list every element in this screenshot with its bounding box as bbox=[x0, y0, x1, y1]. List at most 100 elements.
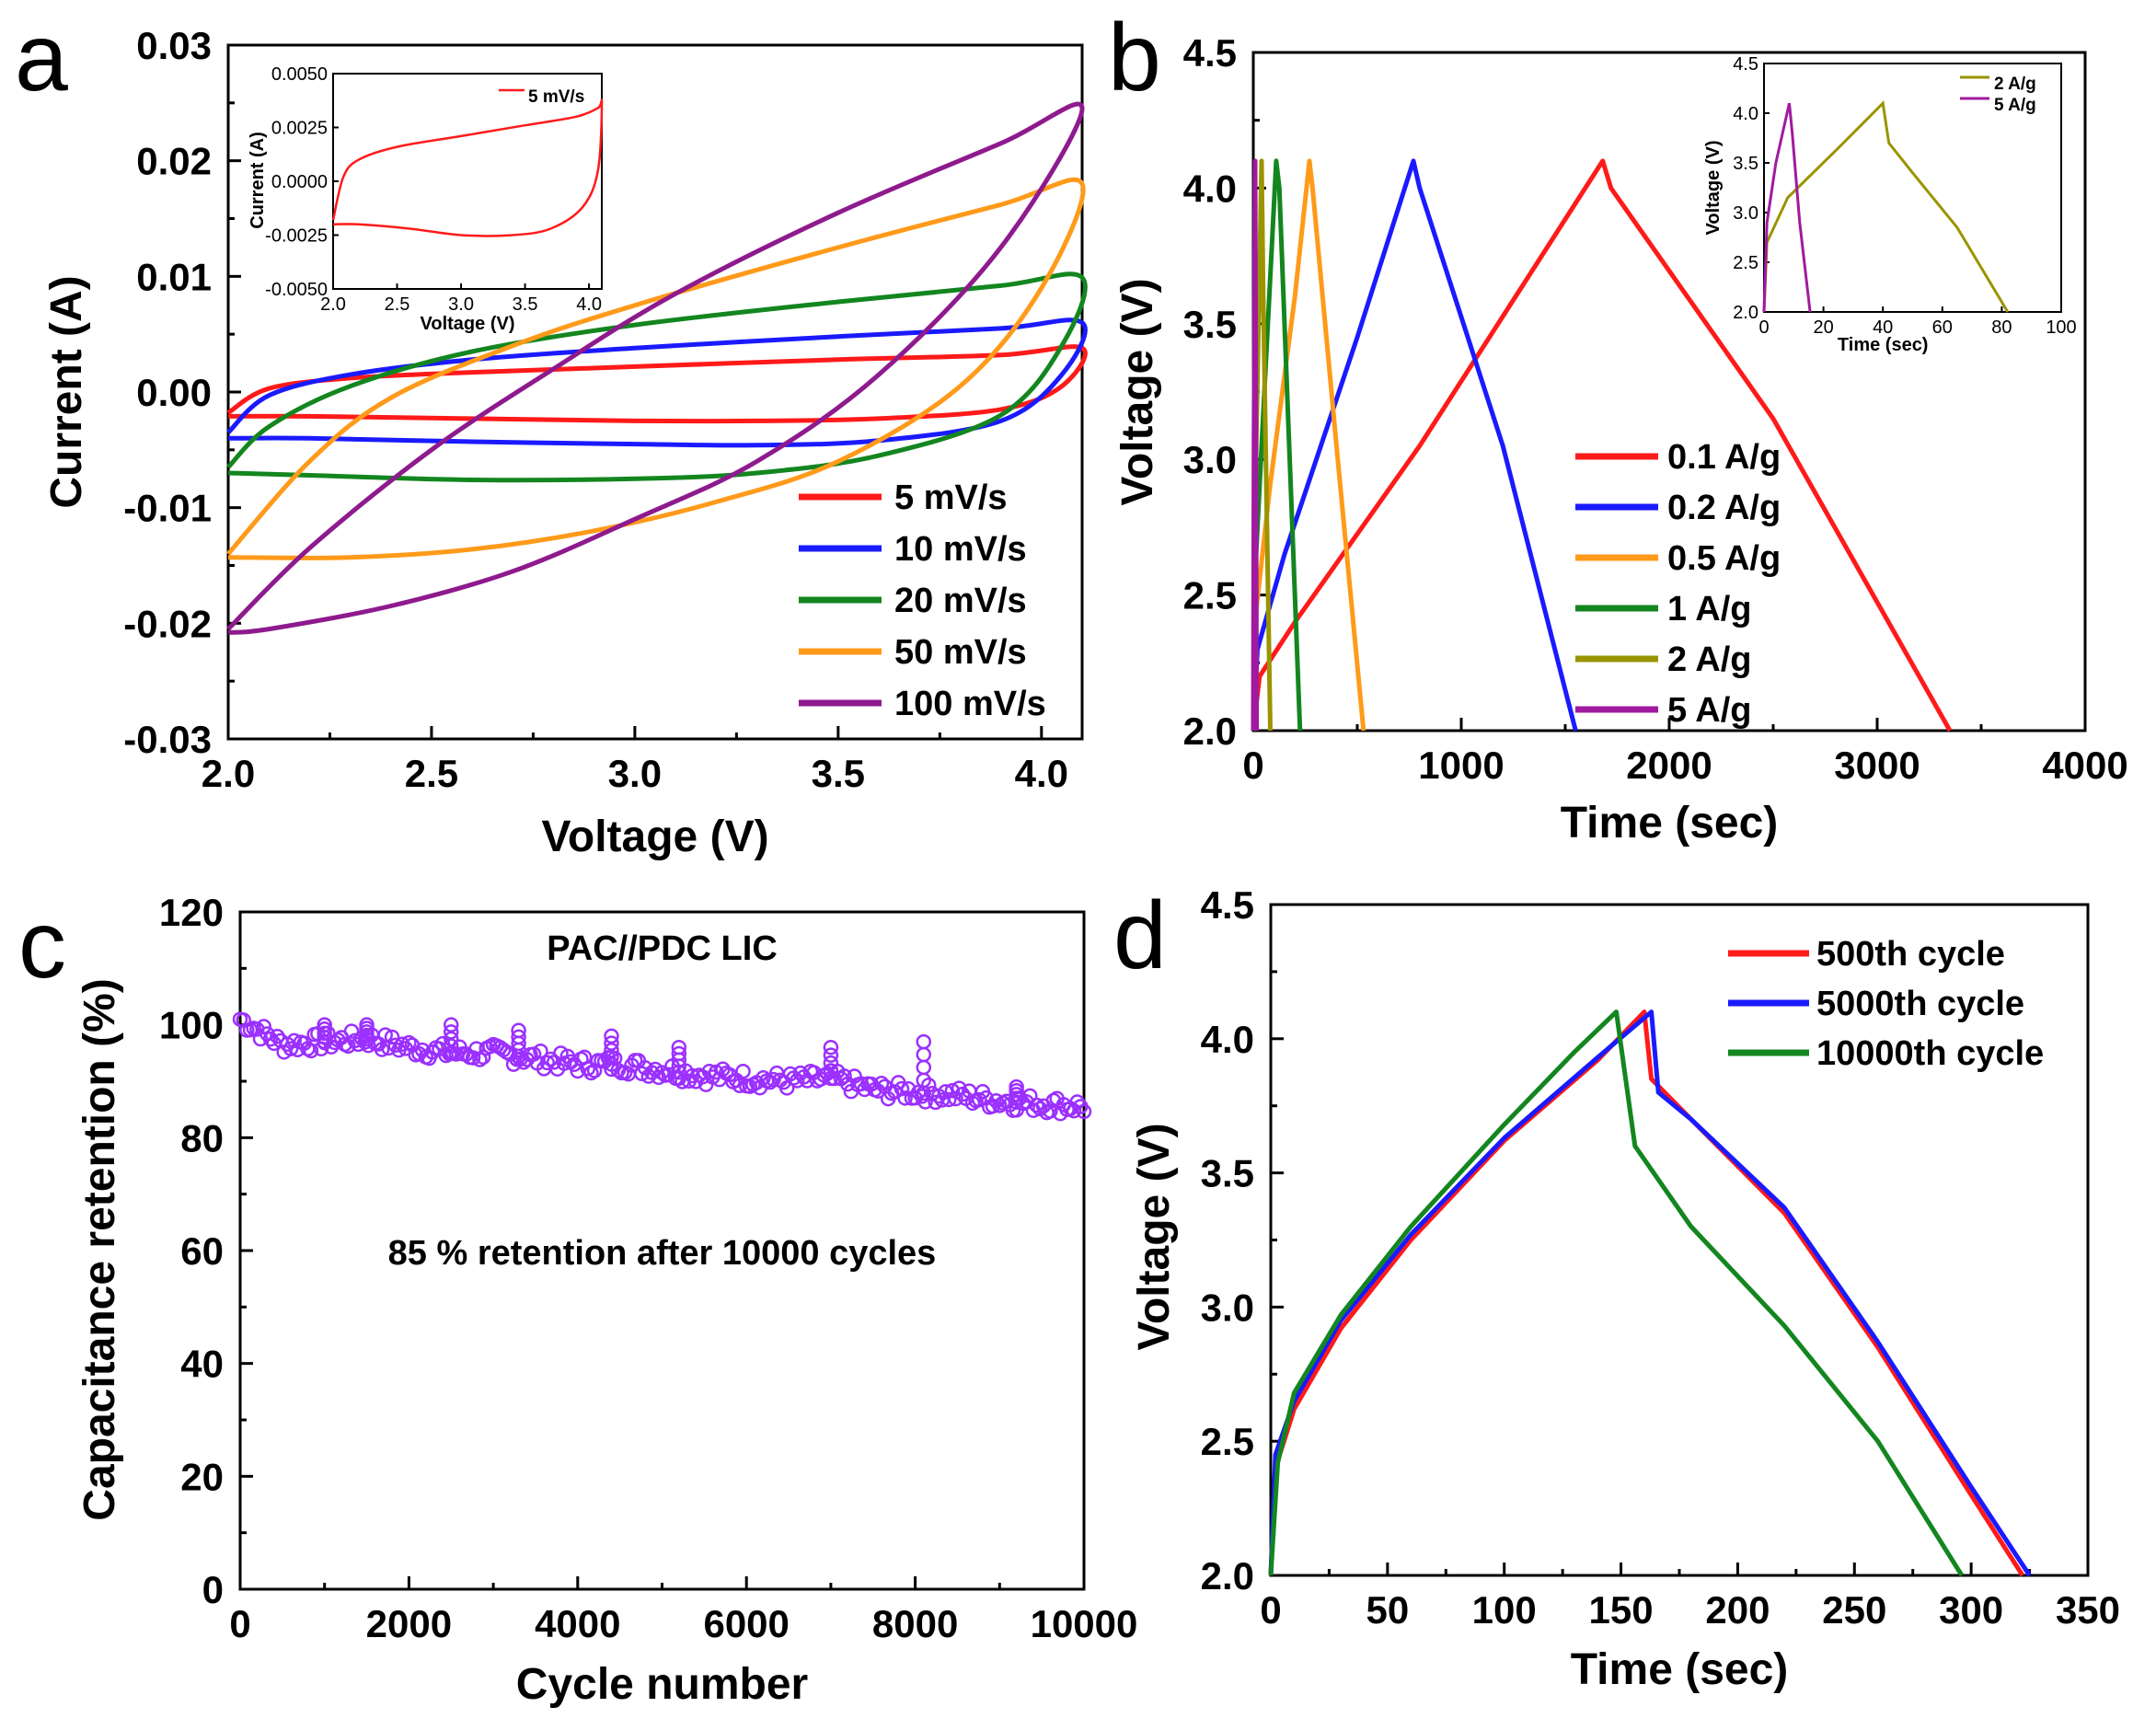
retention-spike-point bbox=[444, 1038, 459, 1054]
retention-point bbox=[944, 1083, 961, 1099]
cycle-curve-10000thcycle bbox=[1268, 1009, 1965, 1577]
x-tick-label: 100 bbox=[2046, 317, 2076, 338]
gcd-curve-01Ag bbox=[1251, 158, 1953, 732]
retention-spike-point bbox=[823, 1063, 839, 1078]
y-tick-label: 4.5 bbox=[1733, 54, 1758, 75]
retention-spike-point bbox=[823, 1055, 839, 1071]
panel-d-axes: 0 50 100 150 200 250 300 350 4.5 4.0 3.5 3.0 2.5 2.0 bbox=[1201, 883, 2120, 1632]
gcd-curve-5Ag bbox=[1251, 158, 1260, 732]
legend-label: 500th cycle bbox=[1816, 935, 2005, 974]
retention-spike-point bbox=[671, 1039, 687, 1055]
legend-label: 20 mV/s bbox=[894, 582, 1027, 620]
retention-point bbox=[873, 1076, 890, 1091]
panel-a-inset-bg bbox=[333, 74, 602, 289]
x-tick-label: 4000 bbox=[535, 1602, 620, 1645]
retention-spike-point bbox=[604, 1056, 619, 1072]
y-tick-label: 4.5 bbox=[1201, 883, 1254, 927]
retention-point bbox=[394, 1036, 410, 1052]
retention-point bbox=[894, 1080, 910, 1097]
x-tick-label: 1000 bbox=[1418, 744, 1504, 787]
panel-d-xlabel: Time (sec) bbox=[1571, 1645, 1789, 1694]
panel-label-a: a bbox=[15, 5, 68, 111]
y-tick-label: 80 bbox=[180, 1116, 224, 1159]
retention-spike-point bbox=[1009, 1078, 1024, 1095]
retention-point bbox=[921, 1077, 937, 1093]
y-tick-label: 2.5 bbox=[1183, 574, 1237, 617]
retention-point bbox=[533, 1043, 548, 1059]
retention-point bbox=[384, 1029, 400, 1045]
x-tick-label: 80 bbox=[1991, 317, 2012, 338]
retention-spike-point bbox=[604, 1049, 619, 1066]
cv-curve-20mVs bbox=[226, 271, 1088, 483]
retention-point bbox=[256, 1019, 271, 1034]
panel-label-c: c bbox=[18, 892, 66, 998]
y-tick-label: 2.0 bbox=[1733, 303, 1758, 323]
panel-b-xlabel: Time (sec) bbox=[1561, 799, 1779, 848]
retention-spike-point bbox=[511, 1022, 526, 1039]
x-tick-label: 4.0 bbox=[576, 294, 602, 315]
y-tick-label: 3.5 bbox=[1183, 303, 1237, 346]
legend-label: 5 A/g bbox=[1667, 691, 1752, 730]
legend-label: 0.2 A/g bbox=[1667, 489, 1781, 527]
retention-spike-point bbox=[604, 1043, 619, 1058]
x-tick-label: 250 bbox=[1822, 1588, 1886, 1632]
retention-spike-point bbox=[916, 1059, 932, 1076]
y-tick-label: 0.00 bbox=[136, 371, 212, 414]
y-tick-label: 100 bbox=[159, 1004, 224, 1047]
panel-d-series bbox=[1268, 1009, 2032, 1577]
y-tick-label: 2.5 bbox=[1201, 1420, 1254, 1463]
x-tick-label: 6000 bbox=[703, 1602, 789, 1645]
cycle-curve-5000thcycle bbox=[1268, 1009, 2032, 1577]
y-tick-label: 0 bbox=[202, 1568, 224, 1611]
cv-curve-5mVs bbox=[226, 344, 1088, 424]
y-tick-label: 3.0 bbox=[1733, 203, 1758, 224]
x-tick-label: 20 bbox=[1813, 317, 1833, 338]
retention-point bbox=[262, 1031, 279, 1047]
retention-point bbox=[465, 1050, 481, 1066]
panel-b-ylabel: Voltage (V) bbox=[1113, 278, 1162, 505]
panel-b-inset-xlabel: Time (sec) bbox=[1838, 335, 1929, 355]
retention-spike-point bbox=[916, 1046, 932, 1063]
panel-c-ylabel: Capacitance retention (%) bbox=[75, 978, 124, 1520]
x-tick-label: 3.5 bbox=[513, 294, 538, 315]
retention-point bbox=[941, 1091, 957, 1108]
retention-spike-point bbox=[444, 1045, 459, 1061]
y-tick-label: 0.02 bbox=[136, 140, 212, 183]
retention-spike-point bbox=[444, 1031, 459, 1047]
y-tick-label: 4.0 bbox=[1733, 104, 1758, 124]
x-tick-label: 0 bbox=[1758, 317, 1769, 338]
y-tick-label: 0.0050 bbox=[271, 64, 328, 85]
legend-label: 5000th cycle bbox=[1816, 985, 2024, 1023]
x-tick-label: 3000 bbox=[1834, 744, 1920, 787]
panel-c-axes: 0 2000 4000 6000 8000 10000 120 100 80 60 40 20 0 bbox=[159, 891, 1137, 1645]
y-tick-label: 20 bbox=[180, 1455, 224, 1498]
panel-b-inset-ylabel: Voltage (V) bbox=[1703, 141, 1724, 236]
x-tick-label: 2.5 bbox=[405, 752, 458, 795]
x-tick-label: 0 bbox=[1260, 1588, 1281, 1632]
legend-label: 0.5 A/g bbox=[1667, 539, 1781, 578]
inset-gcd-curve bbox=[1762, 100, 2010, 313]
retention-spike-point bbox=[444, 1017, 459, 1032]
retention-point bbox=[556, 1055, 572, 1071]
y-tick-label: 3.0 bbox=[1201, 1286, 1254, 1329]
y-tick-label: 2.5 bbox=[1733, 253, 1758, 273]
y-tick-label: -0.01 bbox=[123, 487, 212, 530]
x-tick-label: 8000 bbox=[872, 1602, 958, 1645]
retention-point bbox=[374, 1042, 390, 1057]
panel-c-title: PAC//PDC LIC bbox=[547, 929, 778, 968]
retention-spike-point bbox=[671, 1045, 687, 1062]
retention-point bbox=[972, 1091, 987, 1108]
x-tick-label: 200 bbox=[1705, 1588, 1770, 1632]
panel-c-annotation: 85 % retention after 10000 cycles bbox=[388, 1234, 937, 1273]
panel-a-ylabel: Current (A) bbox=[42, 275, 91, 508]
panel-a-inset-axes: 2.0 2.5 3.0 3.5 4.0 0.0050 0.0025 0.0000 -0.0025… bbox=[265, 64, 603, 315]
retention-point bbox=[1029, 1097, 1044, 1113]
legend-label: 50 mV/s bbox=[894, 633, 1027, 672]
panel-c-markers bbox=[232, 1011, 1092, 1122]
x-tick-label: 150 bbox=[1589, 1588, 1654, 1632]
x-tick-label: 0 bbox=[229, 1602, 250, 1645]
retention-spike-point bbox=[511, 1029, 526, 1045]
panel-b-inset-axes-frame bbox=[1763, 63, 2062, 313]
